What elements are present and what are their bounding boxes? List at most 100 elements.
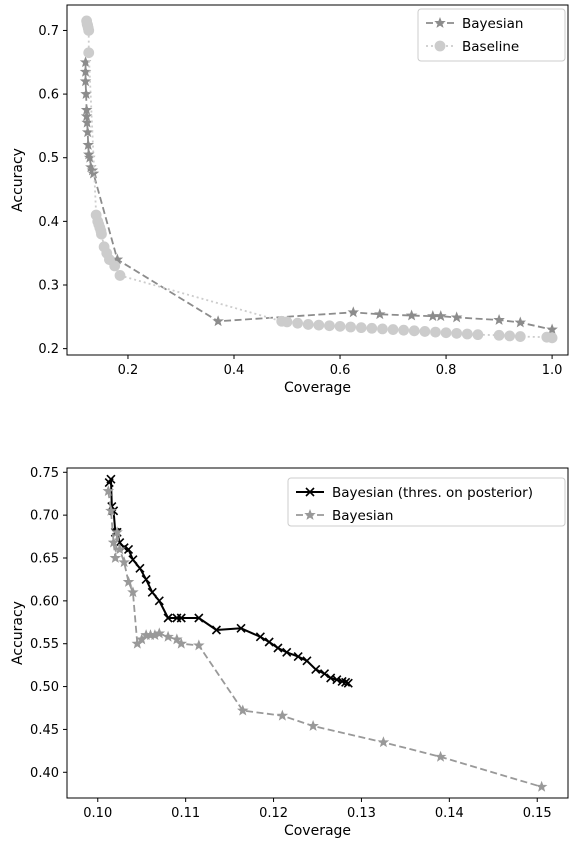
data-point <box>135 563 145 573</box>
data-point <box>430 326 441 338</box>
y-tick-label: 0.7 <box>38 24 59 39</box>
data-point <box>514 331 526 342</box>
legend-item-1: Bayesian <box>296 508 393 524</box>
data-point <box>83 25 95 36</box>
data-point <box>434 750 447 762</box>
data-point <box>212 315 224 327</box>
data-point <box>102 485 115 497</box>
data-point <box>128 555 138 565</box>
data-point <box>546 332 558 344</box>
data-point <box>127 586 139 598</box>
data-point <box>79 75 92 87</box>
data-point <box>472 329 484 341</box>
data-point <box>114 270 126 281</box>
legend-label: Baseline <box>462 39 519 55</box>
data-point <box>307 719 319 731</box>
y-tick-label: 0.75 <box>30 466 59 481</box>
legend-swatch-marker <box>305 487 315 497</box>
data-point-stroke-b <box>163 613 173 623</box>
x-tick-label: 0.10 <box>83 806 112 821</box>
x-tick-label: 0.14 <box>435 806 464 821</box>
legend-frame <box>417 8 566 62</box>
data-point <box>82 138 94 150</box>
y-tick-label: 0.3 <box>38 279 59 294</box>
data-point <box>105 504 117 516</box>
data-point <box>345 321 357 333</box>
data-point <box>163 613 173 623</box>
data-point <box>293 652 303 662</box>
data-point <box>162 630 174 642</box>
data-point <box>319 669 330 679</box>
plot-frame <box>66 4 569 356</box>
legend-item-1: Baseline <box>426 39 519 55</box>
data-point <box>236 623 246 633</box>
x-tick-label: 1.0 <box>542 363 563 378</box>
data-point <box>313 319 325 331</box>
y-tick-label: 0.65 <box>30 552 59 567</box>
y-tick-label: 0.60 <box>30 594 59 609</box>
data-point <box>514 316 527 328</box>
data-point <box>355 322 367 334</box>
data-point <box>281 316 293 328</box>
data-point <box>81 116 93 128</box>
data-point <box>194 613 204 623</box>
data-point <box>427 310 439 322</box>
y-tick-label: 0.45 <box>30 723 59 738</box>
legend-frame <box>287 477 566 527</box>
data-point <box>461 328 473 340</box>
data-point <box>398 324 410 336</box>
data-point <box>264 637 274 647</box>
series-0 <box>104 474 353 688</box>
data-point-stroke-b <box>176 613 186 623</box>
legend-swatch-marker <box>304 508 316 520</box>
y-tick-label: 0.5 <box>38 151 59 166</box>
legend: Bayesian Baseline <box>417 8 566 62</box>
data-point <box>493 329 505 341</box>
data-point <box>176 613 186 623</box>
legend: Bayesian (thres. on posterior) Bayesian <box>287 477 566 527</box>
legend-swatch-marker <box>434 40 446 52</box>
legend-swatch-marker <box>434 16 446 28</box>
plot-frame <box>66 467 569 799</box>
legend-item-0: Bayesian <box>426 16 523 32</box>
legend-item-0: Bayesian (thres. on posterior) <box>296 485 533 501</box>
legend-label: Bayesian <box>462 16 523 32</box>
x-tick-label: 0.6 <box>330 363 351 378</box>
data-point <box>123 544 134 554</box>
data-point <box>377 323 388 335</box>
data-point-stroke-b <box>302 656 312 666</box>
data-point <box>435 310 447 322</box>
data-point <box>440 327 452 339</box>
top-chart: 0.2 0.4 0.6 0.8 1.0 0.2 0.3 0.4 0.5 0.6 0.7 Coverag… <box>10 4 569 396</box>
data-point-stroke-b <box>147 587 157 597</box>
legend-label: Bayesian (thres. on posterior) <box>332 485 533 501</box>
data-point <box>504 330 516 342</box>
data-point-stroke-b <box>264 637 274 647</box>
data-point <box>324 320 335 332</box>
data-point <box>106 474 116 484</box>
data-point <box>96 228 107 240</box>
data-point <box>113 543 126 555</box>
data-point-stroke-b <box>106 474 116 484</box>
y-tick-label: 0.55 <box>30 637 59 652</box>
series-0 <box>79 56 558 335</box>
series-1 <box>102 485 548 792</box>
data-point <box>451 327 463 339</box>
data-point-stroke-b <box>319 669 330 679</box>
data-point-stroke-b <box>282 647 292 657</box>
data-point <box>81 126 94 138</box>
x-axis-label: Coverage <box>284 380 351 396</box>
data-point <box>255 632 265 642</box>
data-point <box>118 556 130 568</box>
x-tick-label: 0.13 <box>347 806 376 821</box>
data-point <box>387 324 399 335</box>
data-point <box>334 320 346 332</box>
data-point-stroke-b <box>236 623 246 633</box>
data-point <box>193 639 205 651</box>
data-point <box>419 326 431 337</box>
data-point <box>171 633 183 645</box>
y-tick-label: 0.2 <box>38 342 59 357</box>
data-point <box>79 65 92 77</box>
y-tick-label: 0.70 <box>30 509 59 524</box>
